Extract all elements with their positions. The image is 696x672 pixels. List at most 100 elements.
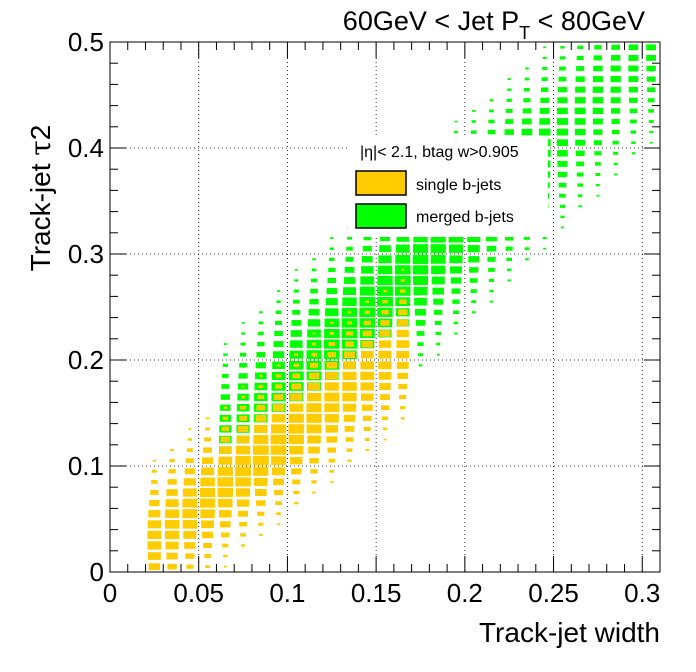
bin-single [400, 417, 405, 420]
bin-single [222, 416, 229, 420]
x-tick-label: 0 [103, 578, 117, 608]
bin-merged [592, 107, 604, 115]
bin-merged [559, 193, 566, 198]
bin-merged [610, 86, 621, 93]
legend-label-single: single b-jets [416, 177, 501, 194]
bin-merged [507, 78, 511, 81]
bin-single [288, 413, 304, 423]
bin-merged [505, 108, 513, 113]
bin-single [147, 552, 161, 560]
y-tick-label: 0.3 [68, 239, 104, 269]
grid [110, 42, 660, 572]
bin-single [362, 330, 372, 337]
bin-single [236, 488, 251, 497]
bin-merged [395, 254, 411, 264]
bin-single [168, 469, 176, 474]
x-tick-label: 0.1 [269, 578, 305, 608]
bin-merged [378, 255, 392, 264]
bin-merged [505, 246, 513, 251]
bin-merged [488, 267, 495, 272]
bin-single [165, 541, 179, 550]
bin-merged [575, 150, 585, 156]
bin-single [272, 404, 285, 412]
bin-merged [380, 235, 390, 242]
bin-merged [435, 331, 441, 336]
bin-single [396, 340, 410, 348]
bin-merged [611, 119, 620, 124]
bin-merged [628, 76, 639, 83]
bin-single [256, 500, 266, 506]
bin-merged [611, 108, 621, 114]
bin-single [221, 532, 230, 538]
bin-single [360, 350, 374, 359]
bin-merged [276, 290, 281, 293]
bin-merged [452, 299, 460, 304]
bin-merged [488, 119, 495, 124]
x-axis-title: Track-jet width [479, 617, 660, 648]
bin-single [312, 332, 316, 335]
bin-merged [556, 118, 569, 125]
bin-merged [611, 129, 620, 135]
bin-single [378, 350, 392, 359]
bin-single [201, 520, 215, 529]
y-axis-title-tau: τ [24, 140, 57, 156]
bin-merged [525, 258, 529, 261]
bin-merged [257, 341, 265, 347]
bin-merged [542, 236, 547, 240]
bin-single [237, 425, 249, 433]
legend: |η|< 2.1, btag w>0.905 single b-jets mer… [348, 137, 548, 237]
bin-single [165, 509, 180, 518]
bin-single [188, 428, 192, 430]
bin-merged [275, 310, 282, 314]
bin-single [275, 501, 282, 506]
bin-merged [345, 256, 354, 262]
bin-single [361, 340, 373, 348]
bin-merged [574, 128, 586, 136]
bin-merged [506, 257, 512, 261]
bin-merged [416, 331, 425, 336]
bin-single [165, 530, 180, 540]
bin-single [240, 533, 246, 537]
bin-single [270, 424, 287, 434]
bin-single [152, 469, 157, 473]
y-axis-title-num: 2 [25, 125, 56, 141]
bin-single [397, 319, 409, 327]
bin-single [235, 466, 252, 477]
bin-single [239, 521, 247, 527]
bin-merged [524, 87, 530, 92]
bin-merged [413, 276, 428, 285]
bin-merged [521, 128, 533, 136]
bin-single [306, 413, 322, 423]
bin-merged [273, 341, 284, 348]
bin-single [308, 372, 320, 379]
bin-merged [593, 140, 602, 146]
bin-single [383, 438, 387, 441]
bin-merged [312, 258, 316, 261]
bin-merged [614, 173, 618, 176]
bin-merged [594, 162, 601, 166]
bin-single [274, 489, 283, 496]
bin-merged [592, 86, 604, 93]
bin-merged [430, 233, 446, 243]
bin-merged [507, 279, 511, 282]
bin-single [205, 565, 210, 569]
bin-merged [290, 330, 302, 337]
bin-merged [524, 77, 530, 81]
bin-single [329, 469, 335, 473]
bin-merged [274, 330, 283, 337]
bin-single [378, 340, 392, 348]
bin-single [400, 279, 405, 282]
bin-single [253, 466, 269, 476]
bin-single [307, 382, 321, 391]
bin-merged [557, 87, 567, 93]
bin-merged [329, 257, 335, 261]
bin-single [274, 384, 283, 389]
bin-merged [557, 107, 568, 115]
bin-merged [241, 322, 245, 324]
bin-merged [293, 289, 299, 293]
bin-merged [505, 119, 514, 124]
bin-merged [309, 298, 319, 305]
bin-merged [238, 373, 248, 379]
bin-merged [311, 278, 318, 283]
bin-single [306, 424, 322, 434]
